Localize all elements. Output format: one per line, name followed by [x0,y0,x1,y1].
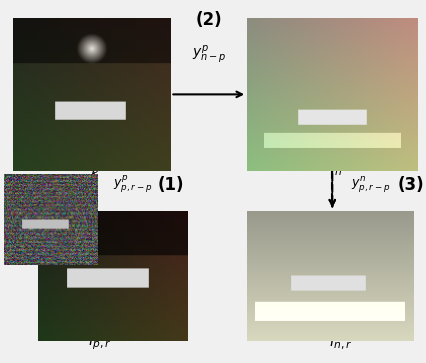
Text: (1): (1) [157,176,184,194]
Text: $i_{n,r}$: $i_{n,r}$ [329,333,352,352]
Text: (3): (3) [398,176,424,194]
Text: $y_{n-p}^{p}$: $y_{n-p}^{p}$ [192,44,226,65]
Text: $y_{p,r-p}^{n}$: $y_{p,r-p}^{n}$ [351,175,391,195]
Text: $i_p$: $i_p$ [87,157,100,178]
Text: $i_{p,r}$: $i_{p,r}$ [89,331,112,352]
Text: $i_n$: $i_n$ [331,159,343,178]
Text: (2): (2) [196,11,222,29]
Text: $y_{p,r-p}^{p}$: $y_{p,r-p}^{p}$ [113,175,152,195]
